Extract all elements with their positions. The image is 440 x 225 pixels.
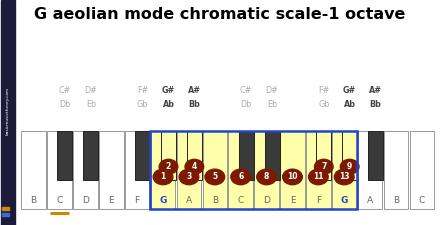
Bar [151,131,176,209]
Text: 7: 7 [321,162,326,171]
Text: B: B [212,196,218,205]
Text: Bb: Bb [188,100,200,109]
Bar [0,0,15,225]
Bar [332,131,356,209]
Text: D#: D# [84,86,97,95]
Circle shape [308,169,328,185]
Bar [47,131,72,209]
Text: C#: C# [59,86,71,95]
Circle shape [334,169,354,185]
Text: 3: 3 [186,172,191,181]
Text: G#: G# [162,86,175,95]
Text: D: D [263,196,270,205]
Text: F#: F# [318,86,330,95]
Text: 4: 4 [192,162,197,171]
Text: G: G [159,196,167,205]
Bar [73,131,98,209]
Text: 8: 8 [264,172,269,181]
Bar [150,131,357,209]
Circle shape [282,169,302,185]
Bar [202,131,227,209]
Text: A#: A# [369,86,382,95]
Text: B: B [393,196,399,205]
Bar [135,131,150,180]
Text: F: F [316,196,321,205]
Text: Eb: Eb [267,100,277,109]
Text: A#: A# [188,86,201,95]
Bar [228,131,253,209]
Bar [306,131,330,209]
Text: 11: 11 [313,172,323,181]
Circle shape [315,159,333,174]
Text: 2: 2 [166,162,171,171]
Text: C: C [56,196,62,205]
Text: basicmusictheory.com: basicmusictheory.com [6,86,10,135]
Circle shape [153,169,173,185]
Text: G: G [341,196,348,205]
Bar [342,131,357,180]
Text: 10: 10 [287,172,298,181]
Circle shape [341,159,359,174]
Bar [254,131,279,209]
Text: 13: 13 [339,172,349,181]
Bar [161,131,176,180]
Bar [2,213,8,216]
Text: Db: Db [59,100,70,109]
Bar [99,131,124,209]
Text: G#: G# [343,86,356,95]
Text: F#: F# [137,86,148,95]
Text: B: B [31,196,37,205]
Bar [410,131,434,209]
Bar [2,207,8,210]
Text: Bb: Bb [370,100,381,109]
Text: C: C [238,196,244,205]
Bar [238,131,253,180]
Text: 1: 1 [161,172,166,181]
Text: Ab: Ab [162,100,175,109]
Circle shape [179,169,199,185]
Text: 9: 9 [347,162,352,171]
Bar [83,131,99,180]
Text: E: E [290,196,295,205]
Text: E: E [109,196,114,205]
Text: A: A [186,196,192,205]
Circle shape [185,159,204,174]
Bar [187,131,202,180]
Text: A: A [367,196,373,205]
Text: 6: 6 [238,172,243,181]
Bar [176,131,201,209]
Text: C#: C# [240,86,252,95]
Text: Gb: Gb [137,100,148,109]
Bar [58,131,73,180]
Circle shape [159,159,178,174]
Text: Eb: Eb [86,100,96,109]
Bar [264,131,279,180]
Circle shape [257,169,276,185]
Text: C: C [419,196,425,205]
Text: F: F [135,196,140,205]
Text: D: D [82,196,89,205]
Bar [22,131,46,209]
Text: G aeolian mode chromatic scale-1 octave: G aeolian mode chromatic scale-1 octave [34,7,406,22]
Bar [384,131,408,209]
Circle shape [231,169,250,185]
Bar [358,131,382,209]
Text: 5: 5 [212,172,217,181]
Bar [368,131,383,180]
Circle shape [205,169,225,185]
Bar [125,131,150,209]
Bar [280,131,305,209]
Text: Gb: Gb [318,100,330,109]
Bar [316,131,331,180]
Text: D#: D# [266,86,279,95]
Text: Db: Db [241,100,252,109]
Text: Ab: Ab [344,100,356,109]
